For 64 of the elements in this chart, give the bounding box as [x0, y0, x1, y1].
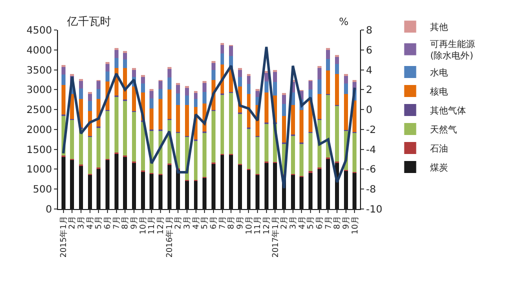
x-tick-label: 2月: [174, 216, 183, 230]
y2-tick-label: 2: [366, 85, 372, 96]
y-tick-label: 4500: [26, 26, 52, 36]
x-tick-label: 9月: [341, 216, 350, 230]
x-tick-label: 6月: [209, 216, 218, 230]
y2-tick-label: 0: [366, 105, 372, 116]
x-tick-label: 5月: [200, 216, 210, 230]
x-tick-label: 3月: [288, 216, 298, 230]
y-tick-label: 2000: [26, 124, 52, 136]
y-tick-label: 3000: [26, 85, 52, 96]
x-tick-label: 5月: [306, 216, 316, 230]
x-tick-label: 10月: [244, 216, 254, 234]
legend-label: 煤炭: [430, 162, 448, 174]
x-tick-label: 12月: [262, 216, 271, 234]
y-tick-label: 1000: [26, 164, 52, 176]
x-tick-label: 4月: [191, 216, 200, 230]
x-tick-label: 2017年1月: [270, 216, 280, 258]
x-tick-label: 9月: [236, 216, 245, 230]
y2-tick-label: 4: [366, 65, 372, 76]
x-tick-label: 4月: [85, 216, 94, 230]
x-tick-label: 2月: [68, 216, 77, 230]
x-tick-label: 6月: [314, 216, 324, 230]
x-tick-label: 10月: [138, 216, 148, 234]
x-tick-label: 11月: [253, 216, 262, 234]
legend-label: 天然气: [430, 124, 458, 136]
y-tick-label: 500: [32, 184, 52, 196]
x-tick-label: 2016年1月: [164, 216, 174, 258]
legend-label: 水电: [430, 68, 448, 79]
y2-tick-label: 8: [366, 26, 372, 36]
y2-tick-label: -4: [366, 144, 376, 156]
y2-tick-label: 6: [366, 45, 372, 56]
x-tick-label: 6月: [103, 216, 112, 230]
y-tick-label: 4000: [26, 45, 52, 56]
y2-tick-label: -10: [366, 204, 382, 216]
x-tick-label: 12月: [156, 216, 166, 234]
legend-label: 核电: [429, 86, 448, 98]
x-tick-label: 2月: [280, 216, 289, 230]
legend-label: 石油: [430, 144, 448, 155]
x-tick-label: 7月: [324, 216, 333, 230]
y-tick-label: 0: [46, 204, 52, 216]
x-tick-label: 8月: [226, 216, 236, 230]
y2-axis-title: %: [339, 17, 349, 28]
y2-tick-label: -2: [366, 124, 376, 136]
x-tick-label: 2015年1月: [58, 216, 68, 258]
y-tick-label: 3500: [26, 65, 52, 76]
legend-label: 其他气体: [430, 106, 466, 117]
y2-tick-label: -6: [366, 164, 376, 176]
y-axis-title: 亿千瓦时: [66, 15, 111, 28]
y2-tick-label: -8: [366, 184, 376, 196]
x-tick-label: 3月: [182, 216, 192, 230]
legend-label: 其他: [430, 22, 448, 34]
x-tick-label: 11月: [147, 216, 156, 234]
legend-label: 可再生能源(除水电外): [430, 38, 476, 62]
x-tick-label: 7月: [218, 216, 227, 230]
x-tick-label: 3月: [76, 216, 86, 230]
x-tick-label: 8月: [120, 216, 130, 230]
x-tick-label: 4月: [297, 216, 306, 230]
x-tick-label: 8月: [332, 216, 342, 230]
x-tick-label: 10月: [350, 216, 360, 234]
x-tick-label: 5月: [94, 216, 104, 230]
x-tick-label: 7月: [112, 216, 121, 230]
y-tick-label: 1500: [26, 144, 52, 156]
x-tick-label: 9月: [130, 216, 139, 230]
y-tick-label: 2500: [26, 105, 52, 116]
